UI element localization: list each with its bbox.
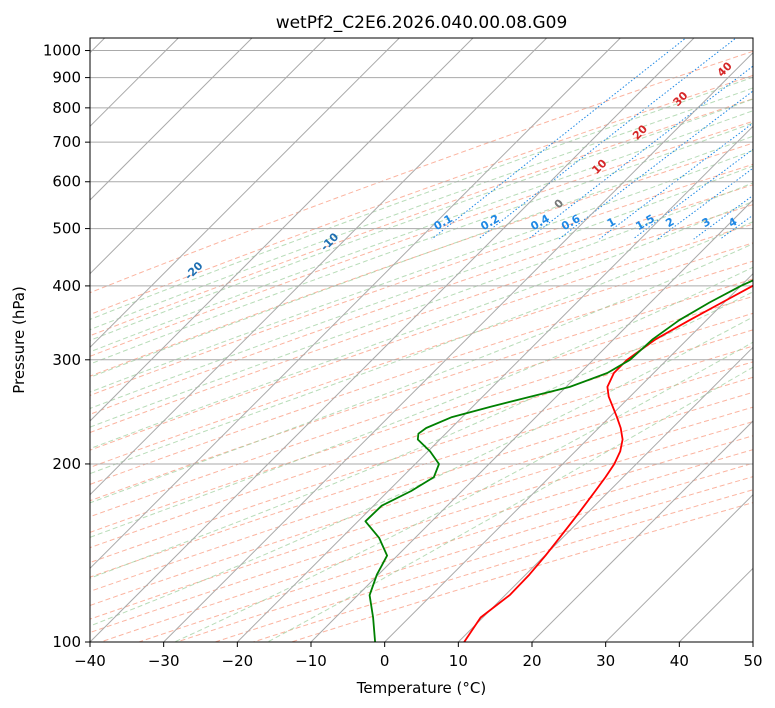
x-tick-label: 20 (522, 652, 541, 670)
y-axis-label: Pressure (hPa) (10, 286, 28, 394)
x-axis-label: Temperature (°C) (356, 679, 486, 697)
y-tick-label: 200 (52, 455, 81, 473)
dry-adiabat (213, 476, 753, 642)
chart-title: wetPf2_C2E6.2026.040.00.08.G09 (276, 13, 568, 33)
isotherm (90, 38, 474, 422)
dry-adiabat (90, 421, 753, 634)
x-tick-label: 40 (670, 652, 689, 670)
mixing-ratio-line (632, 148, 753, 240)
dry-adiabat (90, 98, 753, 337)
isotherm (90, 38, 400, 349)
x-tick-label: −10 (295, 652, 327, 670)
profile-series (364, 279, 753, 642)
x-tick-label: −30 (148, 652, 180, 670)
dry-adiabat (90, 50, 753, 294)
moist-adiabat (173, 341, 753, 642)
dry-adiabat (90, 345, 753, 564)
dry-adiabat (90, 295, 753, 518)
x-tick-label: −40 (74, 652, 106, 670)
isotherm (90, 38, 548, 496)
dry-adiabat (90, 74, 753, 316)
y-tick-label: 900 (52, 69, 81, 87)
dry-adiabat (90, 142, 753, 377)
moist-adiabat (90, 243, 753, 504)
x-tick-label: 10 (449, 652, 468, 670)
mixing-ratio-line (558, 90, 753, 240)
isotherm (457, 346, 753, 642)
y-tick-label: 800 (52, 99, 81, 117)
isotherm (90, 38, 253, 201)
y-tick-label: 1000 (43, 42, 81, 60)
x-tick-label: 30 (596, 652, 615, 670)
moist-adiabat (90, 110, 753, 353)
isotherm (236, 125, 753, 642)
dry-adiabat (90, 329, 753, 549)
dry-adiabat (175, 462, 753, 642)
moist-adiabat (90, 135, 753, 378)
isotherm (384, 272, 753, 642)
dry-adiabat (90, 204, 753, 434)
mixing-ratio-line (527, 65, 753, 240)
y-tick-label: 300 (52, 351, 81, 369)
moist-adiabat (90, 182, 753, 428)
isotherm (90, 38, 621, 570)
x-tick-label: 50 (743, 652, 762, 670)
isotherm (90, 38, 695, 642)
isotherm (605, 493, 753, 642)
x-tick-label: 0 (380, 652, 390, 670)
moist-adiabat (90, 316, 753, 627)
x-tick-label: −20 (222, 652, 254, 670)
y-tick-label: 400 (52, 277, 81, 295)
y-tick-label: 100 (52, 633, 81, 651)
mixing-ratio-line (431, 38, 687, 240)
axis-ticks: −40 −30 −20 −10 0 10 20 30 40 50 1000 900 800 700 600 5… (43, 42, 763, 670)
temperature-line (463, 284, 753, 642)
grid-lines (90, 38, 753, 642)
isotherm (163, 51, 753, 642)
moist-adiabat (90, 200, 753, 450)
background-lines (90, 38, 753, 642)
dry-adiabat (90, 223, 753, 451)
moist-adiabat (90, 291, 753, 579)
y-tick-label: 600 (52, 173, 81, 191)
isotherm (531, 420, 753, 642)
isotherm (310, 199, 753, 642)
y-tick-label: 500 (52, 220, 81, 238)
moist-adiabat (90, 165, 753, 409)
dry-adiabat (90, 406, 753, 620)
dry-adiabat (90, 120, 753, 357)
dewpoint-line (364, 279, 753, 642)
isotherm (90, 38, 327, 275)
dry-adiabat (90, 163, 753, 397)
mixing-ratio-line (693, 194, 753, 240)
dry-adiabat (90, 278, 753, 502)
plot-frame (89, 37, 754, 643)
y-tick-label: 700 (52, 133, 81, 151)
